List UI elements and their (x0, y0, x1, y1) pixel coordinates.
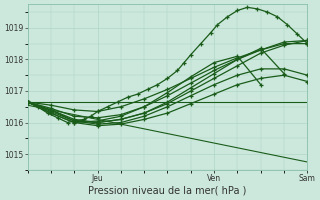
X-axis label: Pression niveau de la mer( hPa ): Pression niveau de la mer( hPa ) (88, 186, 247, 196)
